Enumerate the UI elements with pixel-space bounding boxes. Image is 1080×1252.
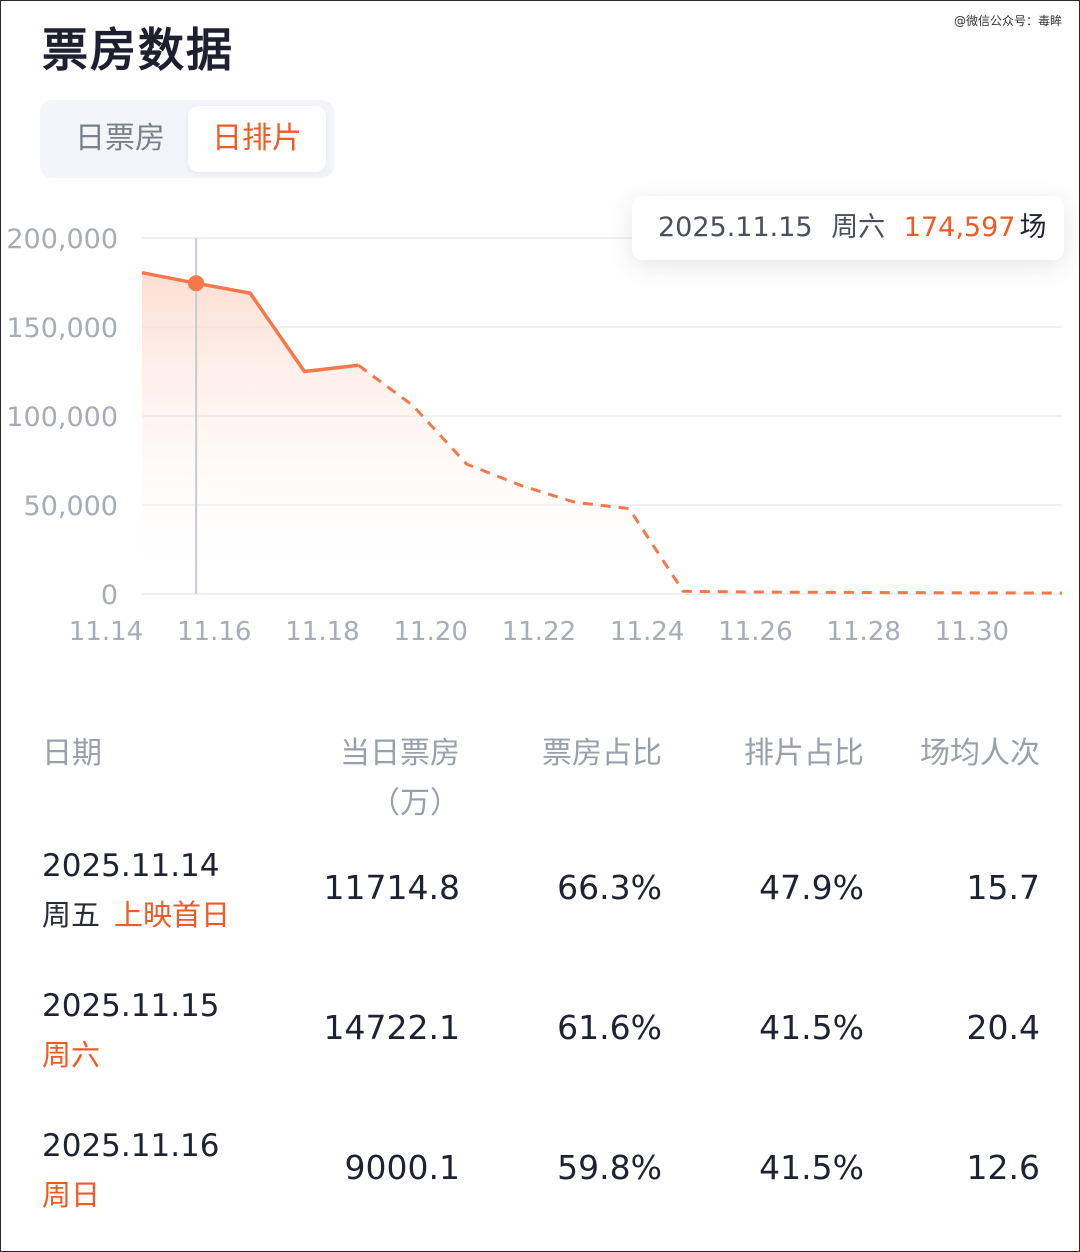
x-tick-label: 11.24 — [610, 617, 684, 647]
row-weekday: 周五 — [42, 898, 101, 932]
row-weekday-line: 周六 — [42, 1032, 100, 1074]
x-tick-label: 11.26 — [718, 617, 792, 647]
y-tick-label: 50,000 — [24, 491, 118, 522]
chart-area-fill — [142, 272, 1062, 594]
row-weekday: 周日 — [42, 1178, 101, 1212]
row-show-share: 41.5% — [759, 1148, 864, 1187]
chart-tooltip: 2025.11.15 周六 174,597 场 — [632, 196, 1064, 260]
header-date: 日期 — [42, 736, 102, 771]
tooltip-unit: 场 — [1019, 212, 1047, 243]
row-box-share: 66.3% — [557, 868, 662, 907]
tooltip-value: 174,597 — [903, 212, 1016, 243]
row-box-share: 59.8% — [557, 1148, 662, 1187]
header-box-office-unit: （万） — [370, 786, 460, 821]
row-weekday: 周六 — [42, 1038, 101, 1072]
y-tick-label: 0 — [101, 580, 118, 611]
header-avg-attendance: 场均人次 — [920, 736, 1040, 771]
row-show-share: 41.5% — [759, 1008, 864, 1047]
row-date: 2025.11.14 — [42, 848, 220, 884]
tooltip-weekday: 周六 — [831, 212, 886, 243]
y-tick-label: 150,000 — [6, 313, 118, 344]
row-avg-attendance: 15.7 — [966, 868, 1040, 907]
y-tick-label: 200,000 — [6, 224, 118, 255]
header-show-share: 排片占比 — [744, 736, 864, 771]
x-tick-label: 11.20 — [393, 617, 467, 647]
watermark: @微信公众号：毒眸 — [953, 14, 1062, 28]
table-row[interactable]: 2025.11.16 周日 9000.1 59.8% 41.5% 12.6 — [0, 1128, 1080, 1248]
view-toggle: 日票房 日排片 — [40, 100, 334, 178]
row-date: 2025.11.16 — [42, 1128, 220, 1164]
series-line-actual — [141, 270, 359, 374]
y-axis: 0 50,000 100,000 150,000 200,000 — [6, 224, 118, 611]
release-day-tag: 上映首日 — [114, 898, 231, 932]
y-tick-label: 100,000 — [6, 402, 118, 433]
x-tick-label: 11.30 — [935, 617, 1009, 647]
tab-daily-screenings[interactable]: 日排片 — [188, 106, 326, 172]
row-show-share: 47.9% — [759, 868, 864, 907]
x-tick-label: 11.28 — [826, 617, 900, 647]
row-avg-attendance: 20.4 — [966, 1008, 1040, 1047]
x-tick-label: 11.16 — [177, 617, 251, 647]
row-weekday-line: 周日 — [42, 1172, 100, 1214]
header-box-share: 票房占比 — [542, 736, 662, 771]
row-box-share: 61.6% — [557, 1008, 662, 1047]
x-axis: 11.14 11.16 11.18 11.20 11.22 11.24 11.26 11.28… — [69, 617, 1009, 647]
tab-daily-box-office[interactable]: 日票房 — [75, 121, 165, 156]
table-row[interactable]: 2025.11.15 周六 14722.1 61.6% 41.5% 20.4 — [0, 988, 1080, 1108]
x-tick-label: 11.18 — [285, 617, 359, 647]
table-row[interactable]: 2025.11.14 周五 上映首日 11714.8 66.3% 47.9% 15… — [0, 848, 1080, 968]
x-tick-label: 11.22 — [502, 617, 576, 647]
row-box-office: 9000.1 — [344, 1148, 460, 1187]
highlight-point[interactable] — [188, 275, 205, 292]
chart-points — [188, 275, 205, 292]
row-weekday-line: 周五 上映首日 — [42, 892, 230, 934]
row-box-office: 14722.1 — [323, 1008, 460, 1047]
row-box-office: 11714.8 — [323, 868, 460, 907]
row-date: 2025.11.15 — [42, 988, 220, 1024]
header-box-office-label: 当日票房 — [340, 736, 460, 771]
page-title: 票房数据 — [42, 23, 234, 77]
tooltip-date: 2025.11.15 — [658, 212, 813, 243]
row-avg-attendance: 12.6 — [966, 1148, 1040, 1187]
x-tick-label: 11.14 — [69, 617, 143, 647]
header-box-office: 当日票房 （万） — [340, 728, 460, 822]
